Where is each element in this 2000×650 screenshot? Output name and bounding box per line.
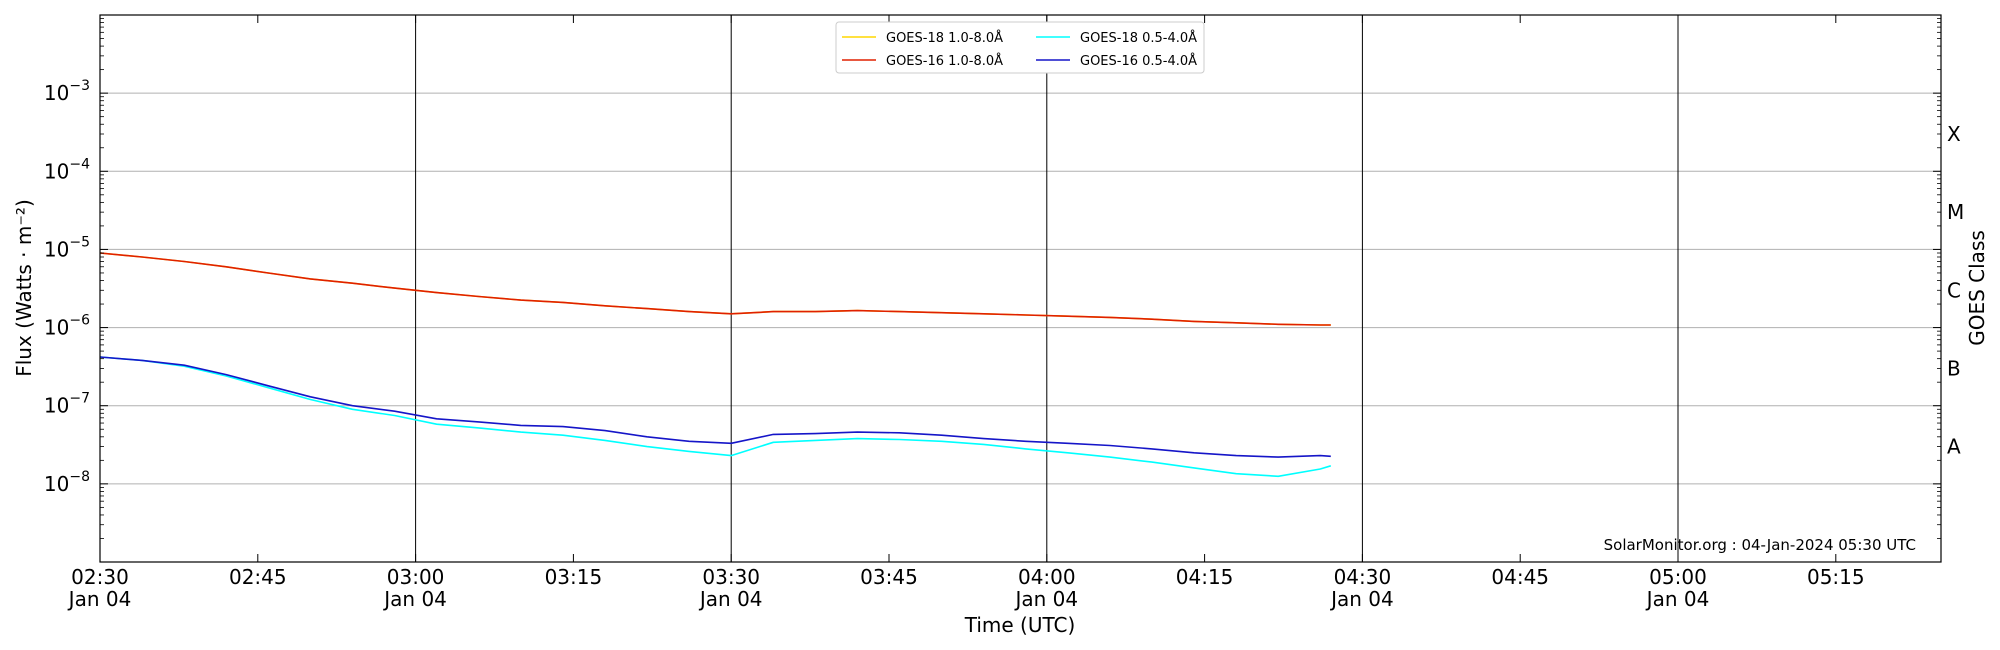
legend-label: GOES-16 0.5-4.0Å: [1080, 53, 1197, 69]
legend-label: GOES-18 0.5-4.0Å: [1080, 30, 1197, 46]
x-tick-label: 02:45: [229, 565, 287, 589]
goes-class-label: X: [1947, 122, 1961, 146]
goes-class-axis-label: GOES Class: [1965, 230, 1989, 346]
x-tick-label: 03:15: [545, 565, 603, 589]
x-tick-label: 04:15: [1176, 565, 1234, 589]
series-layer: [99, 252, 1332, 478]
goes-class-label: C: [1947, 278, 1961, 302]
y-tick-label: 10−3: [44, 78, 90, 105]
y-tick-label: 10−4: [44, 156, 90, 183]
x-tick-date-label: Jan 04: [1329, 587, 1394, 611]
y-tick-label: 10−7: [44, 391, 90, 418]
goes-class-label: B: [1947, 356, 1961, 380]
x-tick-label: 03:45: [860, 565, 918, 589]
legend-label: GOES-16 1.0-8.0Å: [886, 53, 1003, 69]
x-tick-label: 05:00: [1649, 565, 1707, 589]
goes-class-label: M: [1947, 200, 1964, 224]
grid-layer: [100, 92, 1941, 485]
x-tick-label: 04:30: [1334, 565, 1392, 589]
x-tick-label: 04:45: [1491, 565, 1549, 589]
x-axis-label: Time (UTC): [964, 613, 1076, 637]
goes-class-ticks: A B C M X: [1947, 122, 1964, 459]
plot-frame: [99, 14, 1942, 563]
series-line: [99, 356, 1332, 478]
series-line: [99, 356, 1331, 458]
y-tick-label: 10−6: [44, 313, 90, 340]
y-tick-label: 10−5: [44, 234, 90, 261]
x-tick-date-label: Jan 04: [1013, 587, 1078, 611]
y-axis-label: Flux (Watts · m⁻²): [12, 199, 36, 377]
y-tick-label: 10−8: [44, 469, 90, 496]
legend-box: [835, 21, 1205, 74]
x-tick-date-label: Jan 04: [1645, 587, 1710, 611]
x-tick-label: 03:00: [387, 565, 445, 589]
x-tick-label: 04:00: [1018, 565, 1076, 589]
x-tick-date-label: Jan 04: [382, 587, 447, 611]
x-tick-date-label: Jan 04: [698, 587, 763, 611]
x-tick-date-label: Jan 04: [67, 587, 132, 611]
series-line: [99, 252, 1331, 326]
x-tick-label: 05:15: [1807, 565, 1865, 589]
vertical-reference-lines: [415, 15, 1679, 562]
legend-label: GOES-18 1.0-8.0Å: [886, 30, 1003, 46]
goes-class-label: A: [1947, 435, 1961, 459]
y-axis-ticks: 10−8 10−7 10−6 10−5 10−4 10−3: [44, 18, 1941, 539]
source-annotation: SolarMonitor.org : 04-Jan-2024 05:30 UTC: [1604, 536, 1916, 554]
x-tick-label: 02:30: [71, 565, 129, 589]
x-tick-label: 03:30: [702, 565, 760, 589]
legend: GOES-18 1.0-8.0Å GOES-16 1.0-8.0Å GOES-18 …: [835, 21, 1205, 74]
